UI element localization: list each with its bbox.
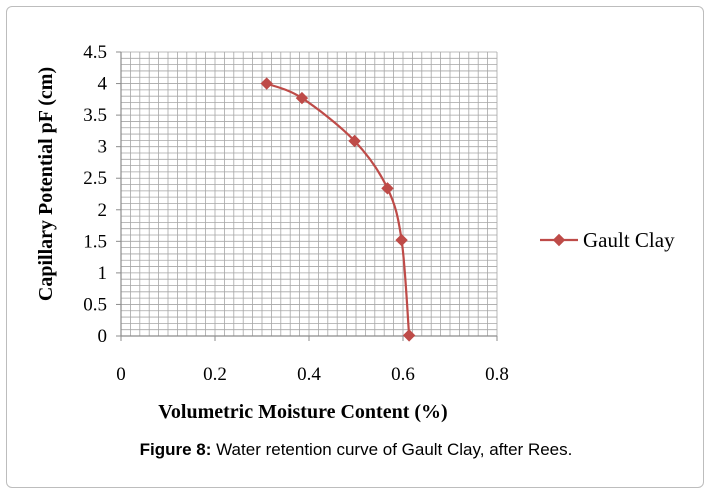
figure-caption-label: Figure 8: — [139, 440, 212, 459]
x-axis-title: Volumetric Moisture Content (%) — [158, 401, 447, 423]
legend-marker — [552, 233, 566, 247]
figure-caption-text: Water retention curve of Gault Clay, aft… — [211, 440, 573, 459]
y-tick-label: 1.5 — [83, 231, 107, 252]
y-tick-label: 2.5 — [83, 168, 107, 189]
x-tick-label: 0.6 — [391, 364, 415, 385]
y-tick-label: 3 — [98, 137, 108, 158]
x-tick-label: 0.4 — [297, 364, 321, 385]
x-tick-label: 0.2 — [203, 364, 227, 385]
y-tick-label: 4.5 — [83, 42, 107, 63]
data-point-diamond — [395, 233, 408, 247]
y-tick-label: 0 — [98, 326, 108, 347]
y-tick-label: 4 — [98, 74, 108, 95]
y-axis-title: Capillary Potential pF (cm) — [35, 67, 57, 301]
axes — [116, 51, 498, 341]
y-tick-label: 2 — [98, 200, 108, 221]
data-point-diamond — [295, 91, 309, 105]
data-point-diamond — [402, 329, 416, 342]
y-tick-label: 0.5 — [83, 294, 107, 315]
figure-caption: Figure 8: Water retention curve of Gault… — [0, 440, 712, 460]
x-tick-label: 0.8 — [485, 364, 509, 385]
legend: Gault Clay — [540, 228, 675, 252]
data-point-diamond — [260, 77, 273, 90]
grid — [120, 51, 498, 337]
y-tick-label: 1 — [98, 263, 108, 284]
data-point-diamond — [381, 182, 394, 195]
x-tick-label: 0 — [116, 364, 126, 385]
legend-label: Gault Clay — [583, 228, 675, 252]
y-tick-label: 3.5 — [83, 105, 107, 126]
data-point-diamond — [348, 134, 361, 148]
figure-frame — [6, 6, 704, 488]
series — [260, 77, 416, 342]
tick-labels: 0 0.5 1 1.5 2 2.5 3 3.5 4 4.5 0 0.2 0.4 0.6 0.8 — [83, 42, 509, 385]
